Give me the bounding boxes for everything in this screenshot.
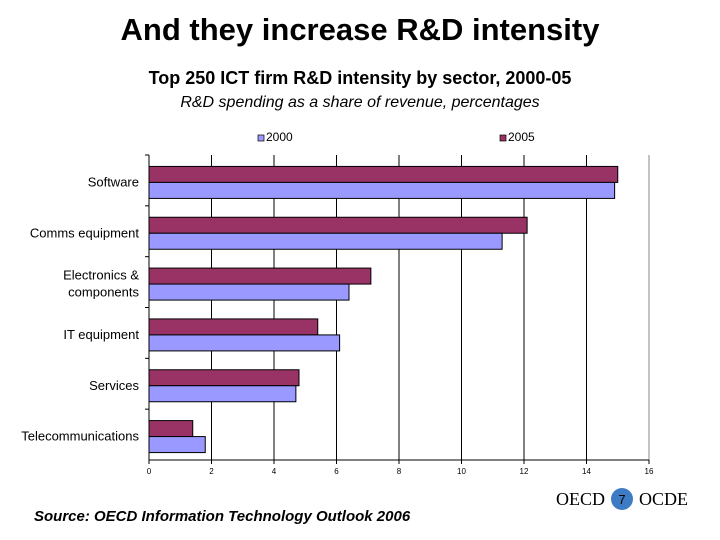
bar-2005 — [148, 267, 372, 285]
page-number: 7 — [611, 488, 633, 510]
legend-swatch-2005 — [499, 134, 507, 142]
bar-2000 — [148, 283, 350, 301]
bar-2000 — [148, 436, 206, 454]
source-note: Source: OECD Information Technology Outl… — [34, 508, 411, 525]
chart-subtitle: R&D spending as a share of revenue, perc… — [180, 94, 540, 111]
chart-title: Top 250 ICT firm R&D intensity by sector… — [148, 68, 572, 88]
bar-2005 — [148, 369, 300, 387]
slide-title: And they increase R&D intensity — [120, 12, 600, 47]
category-label: Services — [89, 378, 139, 393]
oecd-logo: OECD 7 OCDE — [556, 488, 688, 510]
bar-2005 — [148, 165, 619, 183]
category-label: Software — [88, 174, 139, 189]
legend-swatch-2000 — [257, 134, 265, 142]
category-label: components — [68, 285, 139, 300]
bar-2005 — [148, 420, 194, 438]
x-tick-label: 16 — [645, 467, 654, 476]
category-label: Electronics & — [63, 268, 139, 283]
category-label: Telecommunications — [21, 429, 139, 444]
legend-label: 2005 — [508, 130, 535, 144]
bar-2005 — [148, 216, 528, 234]
x-tick-label: 12 — [520, 467, 529, 476]
bar-2000 — [148, 232, 503, 250]
logo-text-left: OECD — [556, 488, 605, 509]
x-tick-label: 0 — [147, 467, 152, 476]
bar-2000 — [148, 181, 616, 199]
bar-2000 — [148, 385, 297, 403]
bar-2005 — [148, 318, 319, 336]
bar-2000 — [148, 334, 341, 352]
x-tick-label: 4 — [272, 467, 277, 476]
x-tick-label: 8 — [397, 467, 402, 476]
x-tick-label: 6 — [334, 467, 339, 476]
x-tick-label: 10 — [457, 467, 466, 476]
category-label: IT equipment — [63, 327, 139, 342]
category-label: Comms equipment — [30, 225, 139, 240]
legend-label: 2000 — [266, 130, 293, 144]
x-tick-label: 2 — [209, 467, 214, 476]
logo-text-right: OCDE — [639, 488, 688, 509]
x-tick-label: 14 — [582, 467, 591, 476]
